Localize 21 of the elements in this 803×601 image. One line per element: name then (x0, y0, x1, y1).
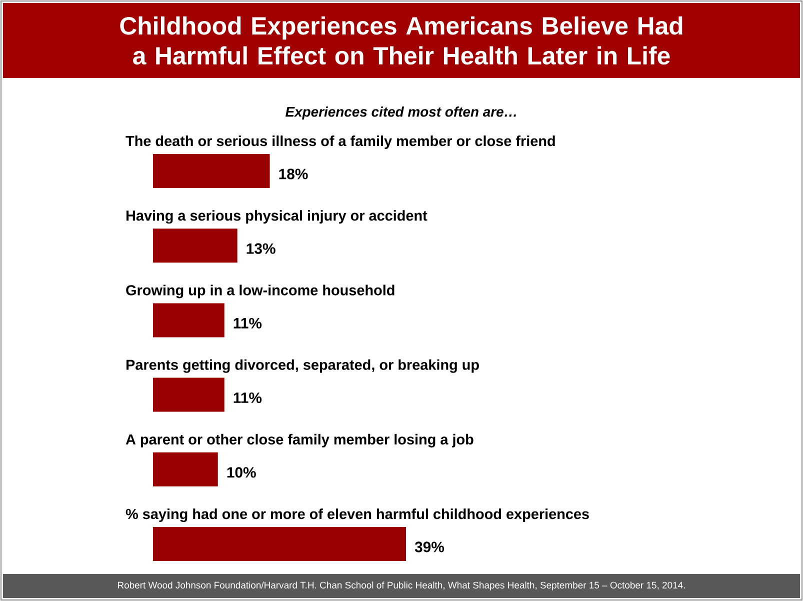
y-tick-label: The death or serious illness of a family member or close friend (126, 136, 555, 149)
data-label: 39% (414, 542, 444, 552)
data-label: 11% (234, 318, 262, 328)
text: Robert Wood Johnson Foundation/Harvard T.H. Chan School of Public Health, What Shapes Health, September 15 – October 15, 2014. (118, 582, 685, 590)
data-label: 18% (279, 168, 308, 180)
bar (153, 228, 238, 263)
chart-subtitle: Experiences cited most often are… (285, 106, 516, 120)
bar (153, 303, 224, 338)
y-tick-label: Having a serious physical injury or accident (126, 210, 428, 224)
y-tick-label: % saying had one or more of eleven harmful childhood experiences (126, 508, 589, 522)
y-tick-label: Parents getting divorced, separated, or breaking up (126, 359, 479, 373)
bar (153, 526, 406, 561)
data-label: 11% (234, 392, 262, 404)
bar (153, 154, 270, 188)
chart-title: Childhood Experiences Americans Believe Had a Harmful Effect on Their Health Later in Life (120, 16, 682, 65)
y-tick-label: Growing up in a low-income household (126, 284, 394, 298)
y-tick-label: A parent or other close family member losing a job (126, 434, 474, 448)
bar (153, 452, 218, 486)
data-label: 10% (227, 467, 256, 478)
bar (153, 378, 224, 412)
data-label: 13% (246, 243, 276, 254)
